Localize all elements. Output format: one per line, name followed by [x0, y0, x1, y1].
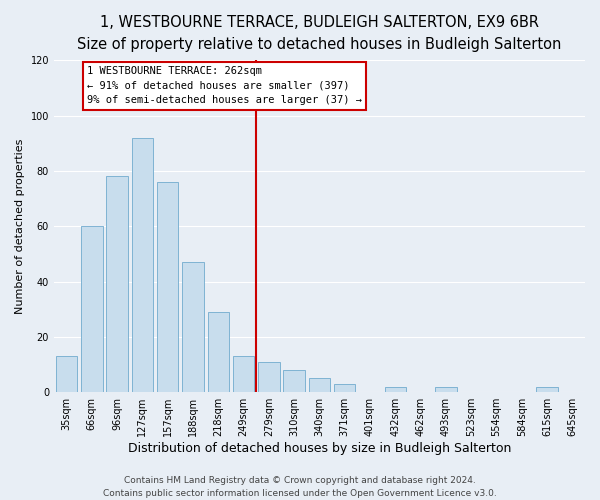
Bar [435, 386, 457, 392]
Y-axis label: Number of detached properties: Number of detached properties [15, 138, 25, 314]
X-axis label: Distribution of detached houses by size in Budleigh Salterton: Distribution of detached houses by size … [128, 442, 511, 455]
Bar [157, 182, 178, 392]
Bar [56, 356, 77, 392]
Bar [283, 370, 305, 392]
Bar [233, 356, 254, 392]
Text: Contains HM Land Registry data © Crown copyright and database right 2024.
Contai: Contains HM Land Registry data © Crown c… [103, 476, 497, 498]
Bar [182, 262, 204, 392]
Text: 1 WESTBOURNE TERRACE: 262sqm
← 91% of detached houses are smaller (397)
9% of se: 1 WESTBOURNE TERRACE: 262sqm ← 91% of de… [87, 66, 362, 106]
Bar [258, 362, 280, 392]
Bar [385, 386, 406, 392]
Title: 1, WESTBOURNE TERRACE, BUDLEIGH SALTERTON, EX9 6BR
Size of property relative to : 1, WESTBOURNE TERRACE, BUDLEIGH SALTERTO… [77, 15, 562, 52]
Bar [106, 176, 128, 392]
Bar [208, 312, 229, 392]
Bar [131, 138, 153, 392]
Bar [536, 386, 558, 392]
Bar [309, 378, 330, 392]
Bar [81, 226, 103, 392]
Bar [334, 384, 355, 392]
